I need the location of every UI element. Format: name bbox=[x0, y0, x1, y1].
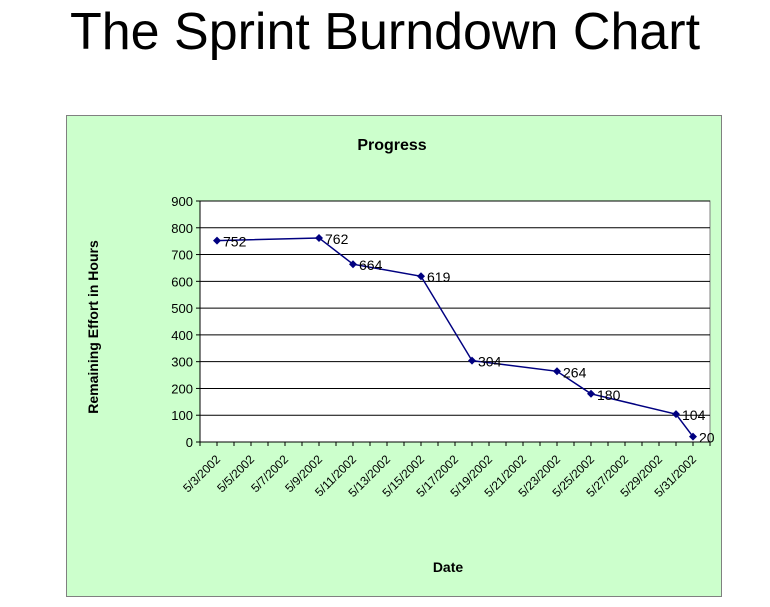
data-point bbox=[553, 367, 561, 376]
data-label: 752 bbox=[223, 234, 247, 250]
y-tick-label: 0 bbox=[186, 435, 193, 450]
data-label: 304 bbox=[478, 354, 502, 370]
y-tick-label: 300 bbox=[171, 355, 193, 370]
y-tick-label: 100 bbox=[171, 408, 193, 423]
slide-title: The Sprint Burndown Chart bbox=[69, 3, 701, 61]
data-point bbox=[689, 432, 697, 441]
data-label: 264 bbox=[563, 364, 587, 380]
data-point bbox=[417, 272, 425, 281]
data-label: 104 bbox=[682, 407, 706, 423]
y-tick-label: 800 bbox=[171, 221, 193, 236]
data-label: 619 bbox=[427, 269, 451, 285]
x-axis-label: Date bbox=[433, 559, 464, 575]
data-label: 664 bbox=[359, 257, 383, 273]
data-label: 762 bbox=[325, 231, 349, 247]
data-point bbox=[349, 260, 357, 269]
y-tick-label: 600 bbox=[171, 274, 193, 289]
y-tick-label: 900 bbox=[171, 194, 193, 209]
chart-title: Progress bbox=[357, 137, 426, 154]
y-axis-label: Remaining Effort in Hours bbox=[85, 240, 101, 414]
plot-area bbox=[199, 200, 711, 443]
data-label: 180 bbox=[597, 387, 621, 403]
data-point bbox=[468, 356, 476, 365]
y-tick-label: 500 bbox=[171, 301, 193, 316]
data-point bbox=[587, 389, 595, 398]
y-tick-label: 400 bbox=[171, 328, 193, 343]
y-tick-label: 700 bbox=[171, 248, 193, 263]
data-point bbox=[213, 236, 221, 245]
data-label: 20 bbox=[699, 430, 715, 446]
data-point bbox=[672, 410, 680, 419]
y-tick-label: 200 bbox=[171, 381, 193, 396]
data-point bbox=[315, 233, 323, 242]
